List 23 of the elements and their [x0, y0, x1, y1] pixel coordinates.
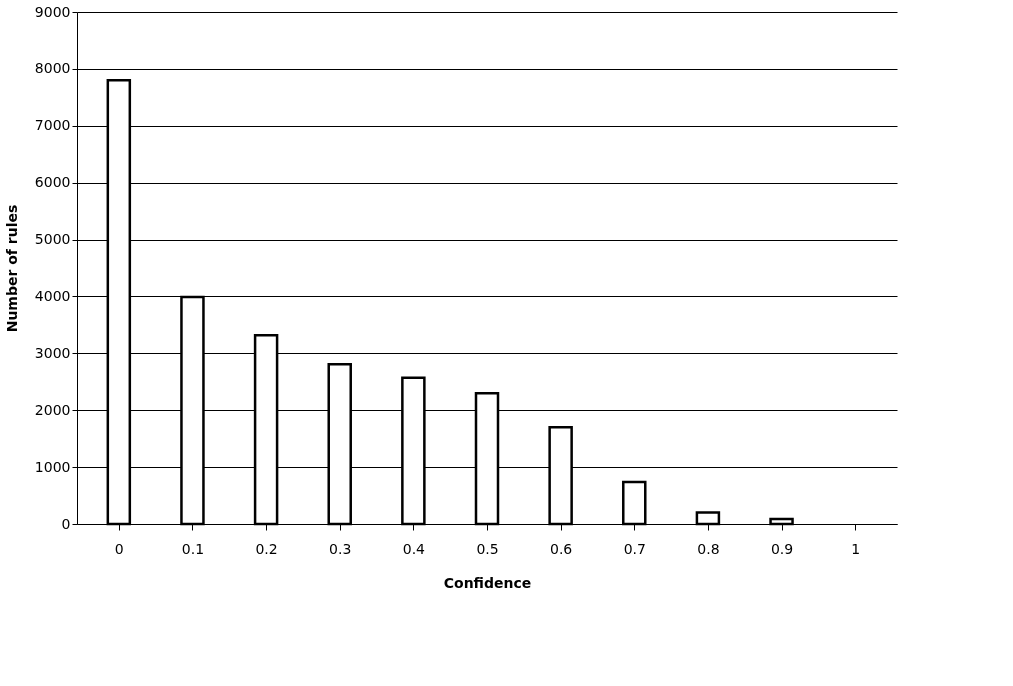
y-tick-label: 2000	[34, 401, 71, 418]
x-tick-label: 0.7	[623, 540, 646, 557]
x-tick-label: 0	[114, 540, 124, 557]
x-tick-label: 0.6	[550, 540, 573, 557]
x-tick-label: 1	[851, 540, 861, 557]
y-tick-label: 3000	[34, 344, 71, 361]
y-tick-label: 1000	[34, 458, 71, 475]
y-tick-label: 9000	[34, 3, 71, 20]
y-tick-label: 0	[61, 515, 71, 532]
x-tick-label: 0.3	[329, 540, 352, 557]
y-axis-title: Number of rules	[3, 204, 20, 333]
x-tick-label: 0.1	[181, 540, 205, 557]
y-tick-label: 4000	[34, 287, 71, 304]
y-tick-label: 7000	[34, 117, 71, 134]
y-tick-label: 8000	[34, 60, 71, 77]
x-tick-label: 0.9	[770, 540, 794, 557]
y-tick-label: 5000	[34, 231, 71, 248]
x-tick-label: 0.5	[476, 540, 499, 557]
x-axis-title: Confidence	[443, 574, 532, 591]
x-tick-label: 0.8	[697, 540, 720, 557]
x-tick-label: 0.2	[255, 540, 278, 557]
y-tick-label: 6000	[34, 174, 71, 191]
x-tick-label: 0.4	[402, 540, 426, 557]
